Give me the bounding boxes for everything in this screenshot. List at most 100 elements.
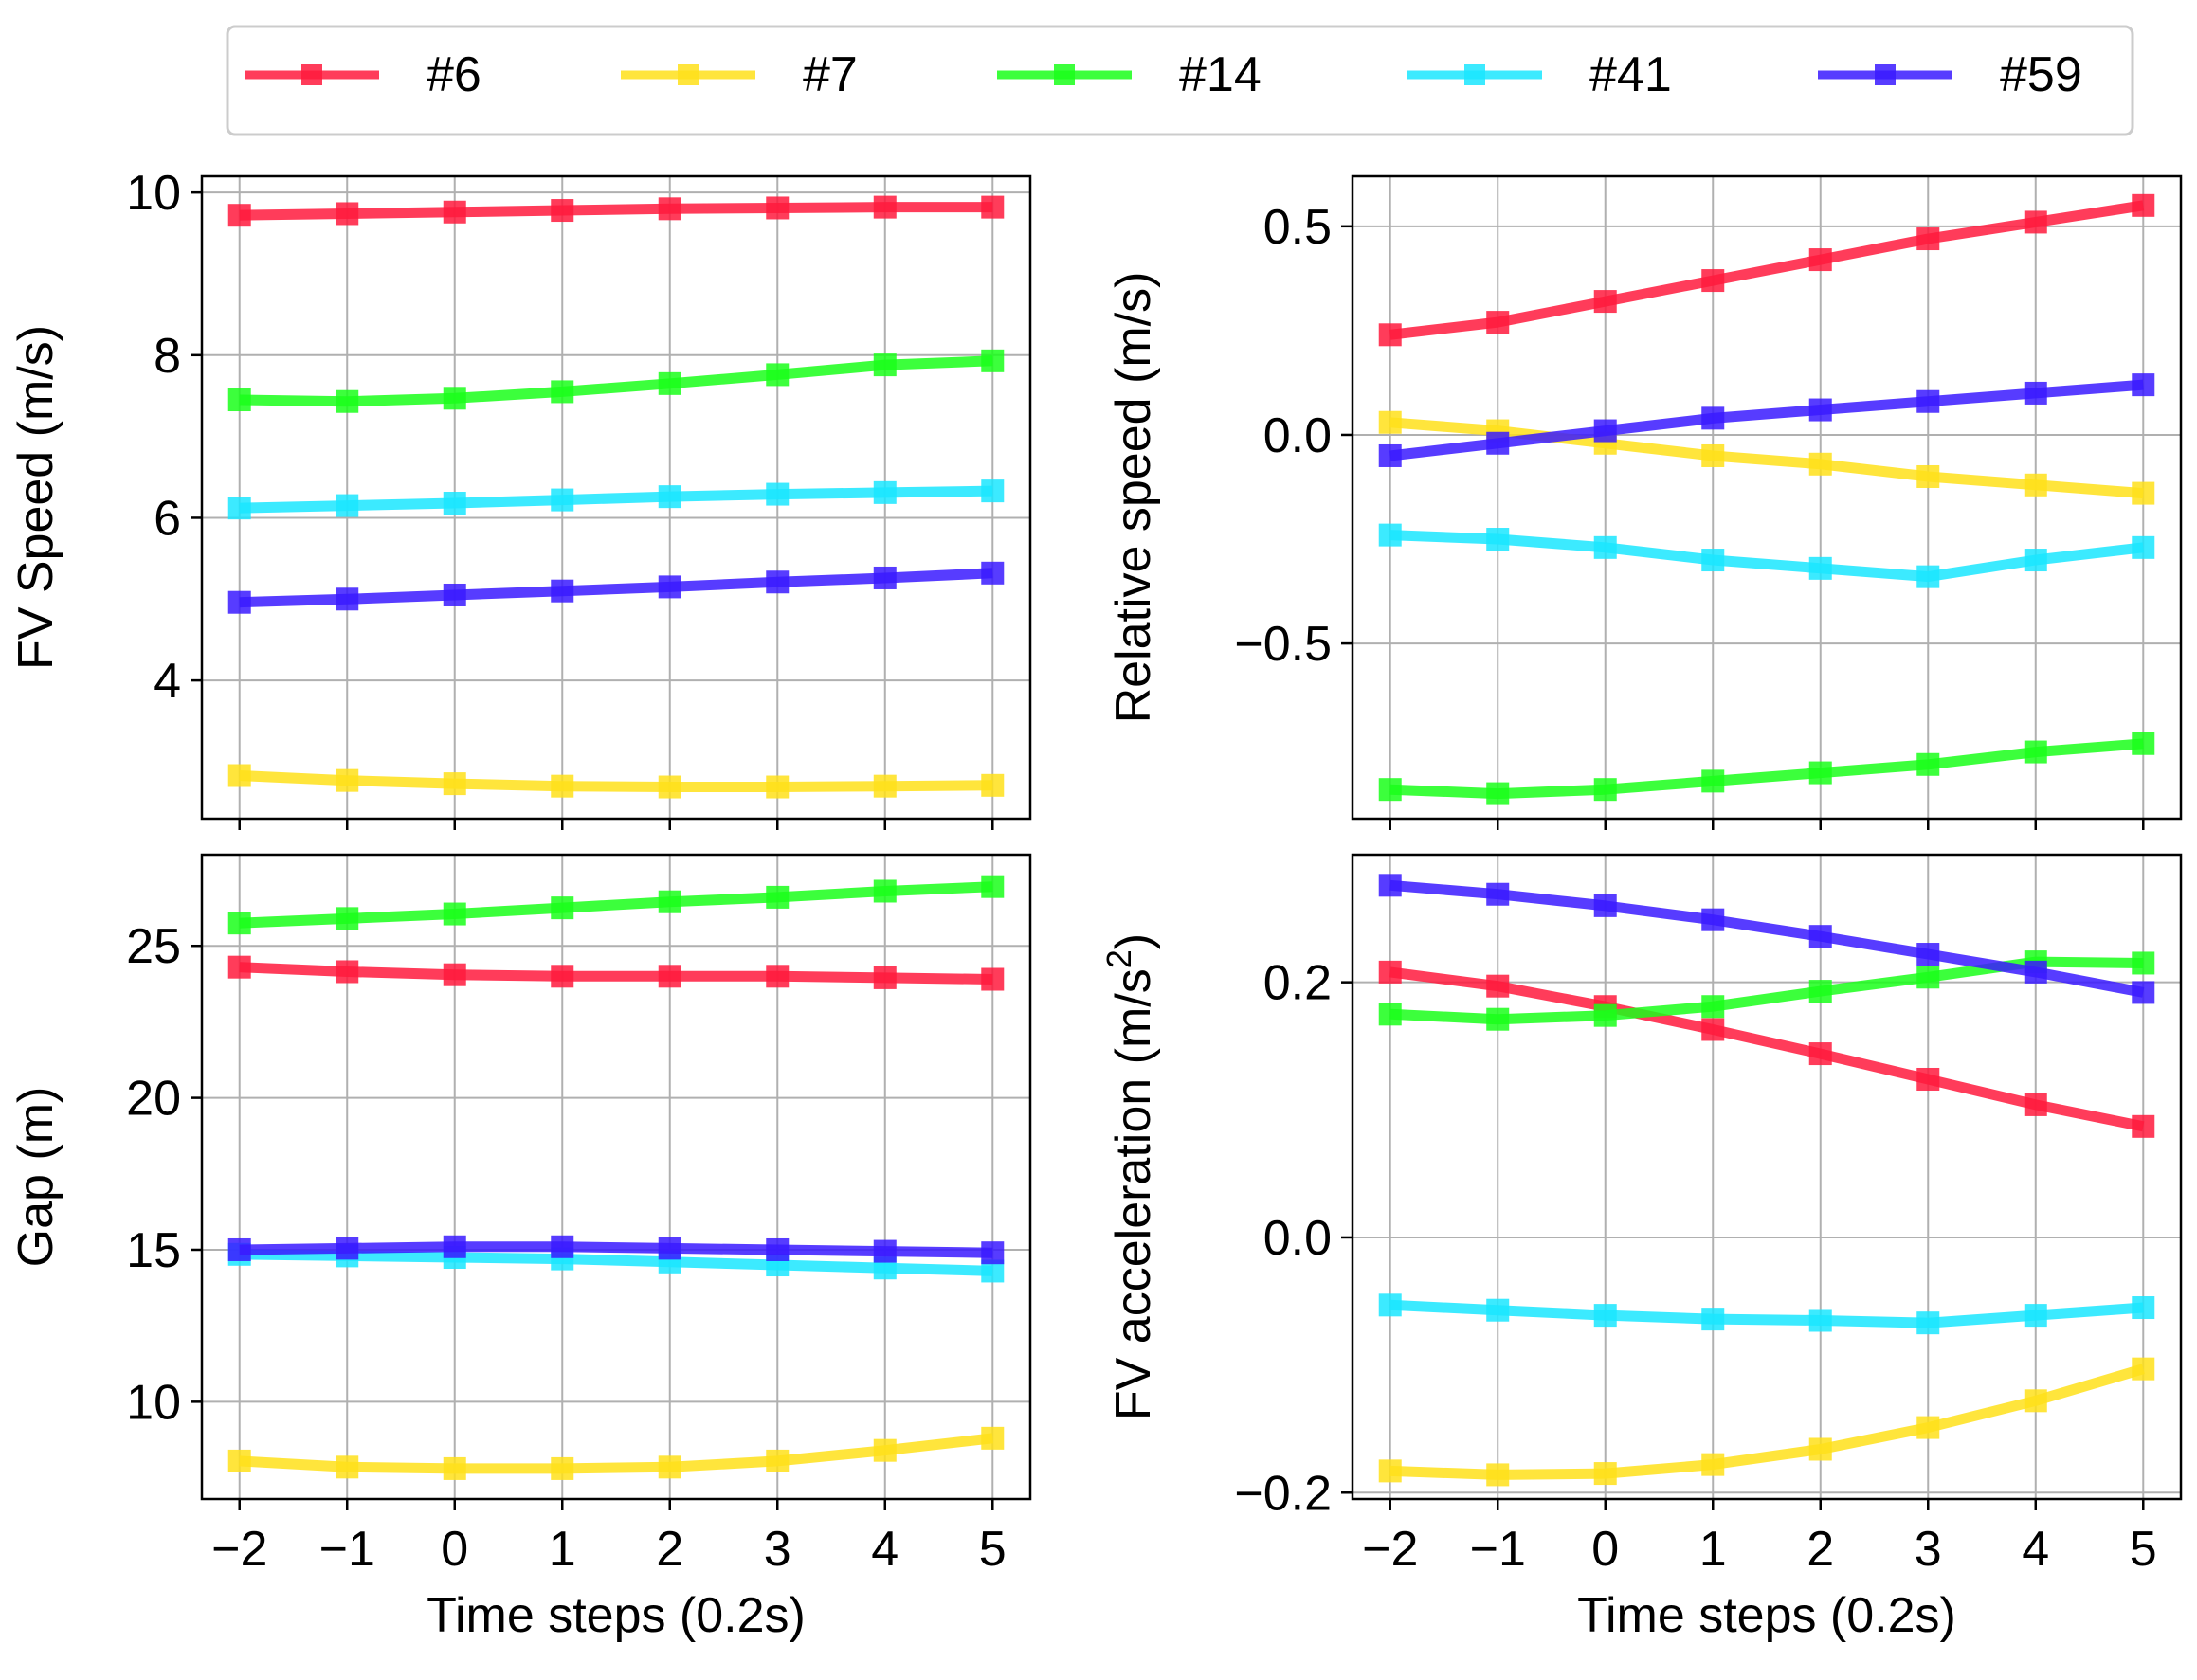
- data-point-59: [443, 583, 466, 606]
- series-line-41: [1389, 1299, 2144, 1328]
- x-tick-label: −1: [1470, 1522, 1526, 1577]
- y-tick-label: 8: [154, 329, 181, 384]
- data-point-59: [551, 579, 574, 603]
- series-line-14: [239, 355, 993, 407]
- data-point-59: [1808, 398, 1832, 422]
- x-tick-label: 1: [1699, 1522, 1727, 1577]
- series-line-14: [239, 881, 993, 929]
- data-point-59: [873, 1239, 897, 1263]
- data-point-7: [766, 1449, 790, 1472]
- data-point-7: [873, 774, 897, 798]
- y-tick-label: −0.2: [1234, 1466, 1332, 1521]
- axes-frame: [200, 853, 1032, 1501]
- data-point-14: [2132, 951, 2155, 975]
- series-line-7: [239, 1433, 993, 1474]
- data-point-59: [227, 590, 251, 614]
- data-point-6: [227, 204, 251, 227]
- panel-gap: −2 −1 0 1 2 3 4 5 10 15 20 25 Time steps (0.2s) Gap (…: [9, 853, 1032, 1643]
- data-point-6: [1486, 974, 1510, 998]
- data-point-59: [336, 1237, 359, 1260]
- y-tick-label: −0.5: [1234, 617, 1332, 672]
- data-point-14: [551, 896, 574, 920]
- data-point-7: [227, 764, 251, 787]
- data-point-14: [227, 388, 251, 412]
- y-tick-label: 10: [126, 166, 181, 221]
- data-point-7: [1486, 1463, 1510, 1487]
- data-point-14: [2132, 732, 2155, 755]
- data-point-41: [1916, 1311, 1940, 1335]
- data-point-7: [1916, 464, 1940, 488]
- series-line-59: [239, 1241, 993, 1258]
- x-axis-label: Time steps (0.2s): [1577, 1588, 1956, 1643]
- data-point-6: [551, 199, 574, 223]
- data-point-59: [2024, 381, 2047, 405]
- data-point-59: [1486, 882, 1510, 906]
- legend-label-41: #41: [1589, 47, 1672, 102]
- data-point-14: [1916, 966, 1940, 989]
- axes-frame: [1351, 853, 2183, 1501]
- y-tick-label: 0.0: [1263, 1211, 1332, 1266]
- data-point-14: [2024, 740, 2047, 764]
- series-line-41: [239, 1249, 993, 1276]
- data-point-7: [1916, 1416, 1940, 1439]
- series-line-41: [239, 485, 993, 514]
- data-point-6: [336, 202, 359, 226]
- data-point-7: [2024, 1389, 2047, 1413]
- y-tick-label: 0.2: [1263, 956, 1332, 1011]
- x-axis-label: Time steps (0.2s): [427, 1588, 806, 1643]
- data-point-6: [443, 200, 466, 224]
- data-point-59: [1378, 443, 1402, 467]
- data-point-41: [1378, 523, 1402, 547]
- data-point-6: [1916, 1067, 1940, 1091]
- series-line-7: [239, 770, 993, 792]
- data-point-59: [2132, 373, 2155, 397]
- data-point-59: [1593, 894, 1617, 917]
- series-line-14: [1389, 738, 2144, 800]
- y-tick-label: 10: [126, 1375, 181, 1430]
- data-point-6: [1378, 323, 1402, 347]
- data-point-6: [1808, 1042, 1832, 1066]
- series-line-6: [1389, 200, 2145, 340]
- data-point-41: [1593, 535, 1617, 559]
- data-point-7: [1808, 1437, 1832, 1461]
- data-point-41: [873, 480, 897, 504]
- y-tick-label: 4: [154, 654, 181, 709]
- series-line-6: [239, 202, 993, 221]
- x-tick-label: 5: [979, 1522, 1007, 1577]
- data-point-59: [1808, 925, 1832, 948]
- x-tick-label: 0: [1591, 1522, 1619, 1577]
- data-point-41: [1378, 1293, 1402, 1317]
- data-point-14: [981, 875, 1005, 898]
- y-axis-label: FV acceleration (m/s2): [1099, 933, 1161, 1420]
- data-point-14: [1701, 995, 1725, 1019]
- data-point-14: [658, 890, 681, 913]
- data-point-6: [2024, 210, 2047, 234]
- legend-label-14: #14: [1179, 47, 1262, 102]
- data-point-59: [1916, 943, 1940, 966]
- data-point-7: [336, 768, 359, 792]
- data-point-14: [336, 389, 359, 413]
- y-tick-label: 0.5: [1263, 200, 1332, 255]
- data-point-59: [1486, 431, 1510, 455]
- data-point-7: [2024, 473, 2047, 497]
- data-point-41: [2132, 1296, 2155, 1320]
- data-point-14: [1808, 761, 1832, 785]
- data-point-41: [2024, 1304, 2047, 1328]
- legend-marker-41: [1464, 64, 1485, 85]
- data-point-7: [336, 1455, 359, 1479]
- series-line-7: [1389, 417, 2144, 499]
- data-point-7: [1378, 1459, 1402, 1483]
- data-point-14: [551, 380, 574, 404]
- y-axis-label-superscript: 2: [1099, 949, 1138, 968]
- legend: #6 #7 #14 #41 #59: [226, 25, 2134, 136]
- data-point-59: [1701, 406, 1725, 430]
- y-tick-label: 15: [126, 1223, 181, 1278]
- x-tick-label: 3: [1915, 1522, 1942, 1577]
- data-point-6: [1593, 290, 1617, 314]
- legend-marker-6: [301, 64, 322, 85]
- x-tick-label: −1: [319, 1522, 375, 1577]
- data-point-59: [766, 570, 790, 594]
- data-point-6: [1916, 227, 1940, 251]
- data-point-41: [1486, 1298, 1510, 1322]
- data-point-59: [658, 1237, 681, 1260]
